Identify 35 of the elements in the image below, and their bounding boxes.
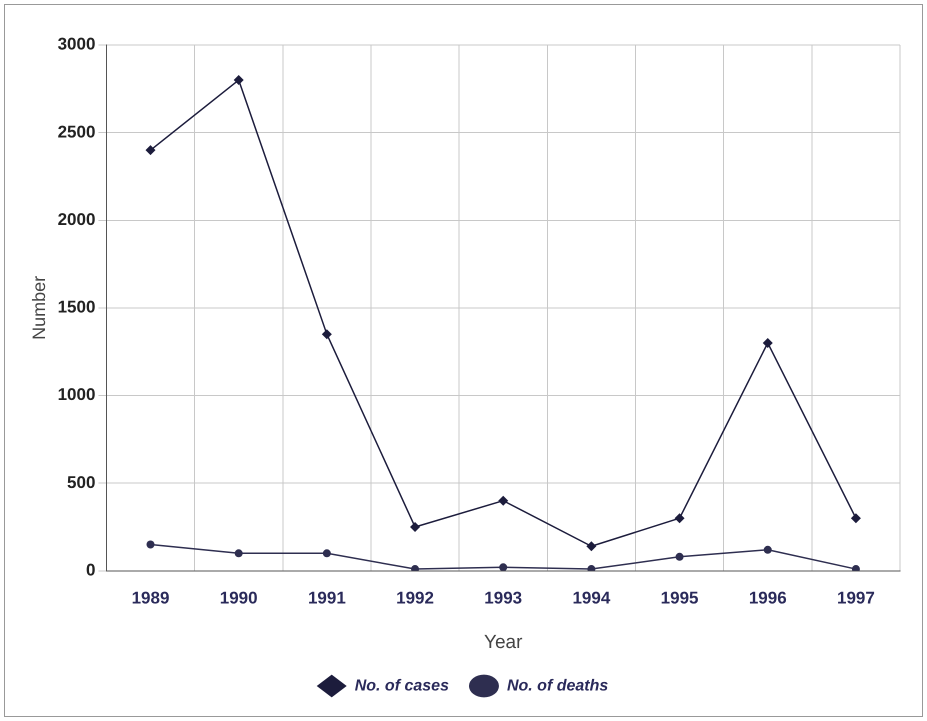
legend-label: No. of deaths [506,677,608,694]
x-axis-title: Year [484,632,524,653]
x-tick-label: 1994 [572,588,611,608]
point [322,329,332,340]
point [146,145,156,156]
y-tick-label: 500 [67,472,96,492]
point [499,563,508,571]
point [234,549,243,558]
x-tick-label: 1993 [484,588,522,608]
point [146,540,155,549]
point [234,75,244,86]
point [764,546,772,554]
y-tick-label: 2000 [58,210,96,229]
x-tick-label: 1995 [660,588,698,608]
y-tick-label: 1000 [58,385,96,404]
point [676,552,684,561]
y-axis-title: Number [28,276,49,340]
x-tick-label: 1989 [132,588,170,608]
x-tick-label: 1990 [220,588,258,608]
x-tick-label: 1997 [837,588,875,608]
x-tick-label: 1991 [308,588,346,608]
point [322,549,331,558]
y-tick-label: 1500 [58,298,96,317]
y-tick-label: 0 [86,560,96,580]
legend-label: No. of cases [354,677,450,694]
point [674,513,685,524]
x-tick-label: 1992 [396,588,434,608]
point [498,496,508,506]
point [762,338,773,348]
x-tick-label: 1996 [748,588,787,608]
point [850,513,861,524]
y-tick-label: 2500 [58,122,96,142]
y-tick-label: 3000 [58,34,96,54]
point [586,541,596,552]
point [410,522,420,532]
